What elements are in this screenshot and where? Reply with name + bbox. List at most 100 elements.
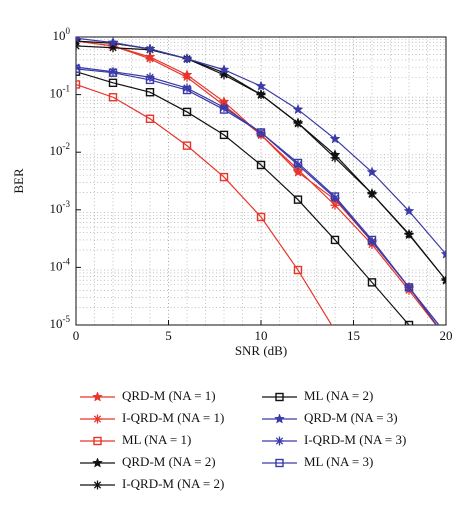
asterisk-stroke (275, 437, 284, 445)
asterisk-stroke (368, 190, 376, 198)
plot-frame (75, 36, 447, 326)
star-shape (440, 248, 446, 259)
marker-square (330, 192, 340, 201)
legend-label: ML (NA = 2) (304, 388, 373, 403)
marker-star (329, 133, 341, 144)
star-shape (255, 80, 267, 91)
marker-star (403, 205, 415, 216)
marker-asterisk (367, 189, 377, 199)
legend-label: QRD-M (NA = 3) (304, 410, 398, 425)
y-tick-label: 10-3 (50, 199, 71, 216)
square-shape (108, 78, 118, 88)
marker-square (275, 392, 284, 402)
marker-asterisk (330, 200, 340, 210)
marker-square (293, 195, 303, 204)
legend-label: I-QRD-M (NA = 1) (122, 410, 224, 425)
marker-star (76, 37, 81, 43)
marker-square (404, 283, 414, 292)
star-shape (274, 413, 285, 424)
y-tick-exponent: -3 (63, 199, 71, 209)
square-shape (293, 195, 303, 204)
marker-square (182, 141, 192, 150)
square-shape (256, 128, 266, 137)
marker-star (181, 53, 193, 64)
asterisk-stroke (220, 103, 228, 112)
marker-star (255, 80, 267, 91)
marker-square (293, 265, 303, 275)
asterisk-stroke (76, 42, 80, 47)
y-tick-exponent: -2 (63, 141, 71, 151)
legend-label: ML (NA = 1) (122, 432, 191, 447)
star-shape (292, 103, 304, 115)
marker-square (108, 78, 118, 88)
y-tick-label: 10-1 (50, 84, 71, 101)
marker-star (218, 64, 230, 75)
marker-square (275, 458, 284, 468)
square-shape (108, 93, 118, 102)
marker-square (108, 68, 118, 77)
square-shape (76, 64, 81, 74)
series-line (76, 83, 333, 325)
star-shape (366, 166, 378, 177)
asterisk-stroke (257, 90, 265, 99)
asterisk-stroke (442, 279, 446, 284)
square-shape (330, 192, 340, 201)
square-shape (275, 392, 284, 402)
marker-square (182, 85, 192, 95)
marker-asterisk (441, 275, 446, 285)
marker-square (145, 114, 155, 124)
asterisk-stroke (93, 415, 102, 423)
marker-square (256, 160, 266, 170)
marker-asterisk (330, 153, 340, 163)
legend-label: I-QRD-M (NA = 2) (122, 476, 224, 491)
marker-star (92, 391, 103, 402)
square-shape (404, 283, 414, 292)
marker-star (440, 248, 446, 259)
marker-square (293, 158, 303, 168)
square-shape (182, 141, 192, 150)
marker-square (145, 75, 155, 85)
marker-star (292, 103, 304, 115)
y-tick-label: 10-2 (50, 141, 71, 158)
asterisk-stroke (146, 55, 154, 63)
marker-square (219, 130, 229, 140)
y-tick-label: 10-4 (50, 256, 71, 273)
square-shape (404, 320, 414, 325)
marker-star (107, 37, 119, 48)
square-shape (219, 172, 229, 182)
asterisk-stroke (405, 230, 413, 238)
asterisk-stroke (183, 73, 191, 81)
marker-asterisk (404, 229, 414, 239)
marker-square (219, 105, 229, 114)
marker-square (108, 93, 118, 102)
y-axis-label: BER (11, 168, 26, 194)
y-tick-exponent: -5 (63, 314, 71, 324)
star-shape (144, 43, 156, 54)
marker-asterisk (93, 480, 102, 490)
marker-asterisk (293, 118, 303, 128)
marker-asterisk (275, 436, 284, 446)
square-shape (367, 235, 377, 245)
square-shape (182, 107, 192, 117)
legend-label: ML (NA = 3) (304, 454, 373, 469)
series-line (76, 71, 410, 325)
y-tick-exponent: -4 (63, 256, 71, 266)
marker-square (367, 278, 377, 287)
marker-asterisk (256, 90, 266, 100)
asterisk-stroke (331, 154, 339, 162)
y-tick-base: 10 (50, 201, 63, 216)
square-shape (332, 327, 339, 334)
series-line (76, 68, 438, 325)
square-shape (219, 105, 229, 114)
marker-star (92, 457, 103, 468)
square-shape (256, 212, 266, 222)
square-shape (93, 436, 102, 446)
y-tick-exponent: 0 (66, 26, 71, 36)
marker-asterisk (93, 414, 102, 424)
marker-asterisk (76, 41, 81, 51)
marker-star (144, 43, 156, 54)
y-tick-base: 10 (50, 258, 63, 273)
marker-square (256, 128, 266, 137)
legend-label: QRD-M (NA = 2) (122, 454, 216, 469)
y-tick-label: 100 (53, 26, 71, 43)
